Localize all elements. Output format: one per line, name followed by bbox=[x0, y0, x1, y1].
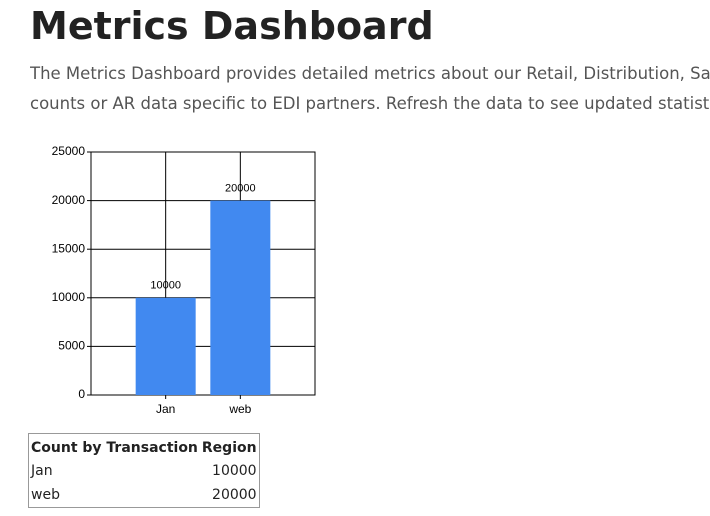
x-tick-label: web bbox=[228, 402, 251, 416]
data-table: Count by Transaction Region Jan 10000 web 2… bbox=[28, 433, 260, 508]
plot-area bbox=[90, 151, 316, 396]
cell: Jan bbox=[31, 463, 53, 479]
column-header: Region bbox=[201, 440, 257, 456]
chart: 0 5000 10000 15000 20000 25000 Jan 10000 web 2000… bbox=[52, 144, 316, 416]
cell: 20000 bbox=[212, 487, 257, 503]
page-title: Metrics Dashboard bbox=[30, 4, 434, 48]
cell: web bbox=[31, 487, 60, 503]
data-label: 10000 bbox=[150, 280, 181, 292]
column-header: Count by Transaction bbox=[31, 440, 198, 456]
y-tick-label: 15000 bbox=[52, 241, 86, 255]
description-line: counts or AR data specific to EDI partne… bbox=[30, 94, 710, 113]
y-tick-label: 25000 bbox=[52, 144, 86, 158]
y-tick-label: 20000 bbox=[52, 193, 86, 207]
y-tick-label: 5000 bbox=[58, 339, 85, 353]
y-tick-label: 10000 bbox=[52, 290, 86, 304]
description-line: The Metrics Dashboard provides detailed … bbox=[30, 64, 710, 83]
y-tick-label: 0 bbox=[78, 387, 85, 401]
data-label: 20000 bbox=[225, 183, 256, 195]
x-tick-label: Jan bbox=[156, 402, 175, 416]
bar bbox=[210, 200, 271, 395]
cell: 10000 bbox=[212, 463, 257, 479]
bar bbox=[135, 297, 196, 395]
